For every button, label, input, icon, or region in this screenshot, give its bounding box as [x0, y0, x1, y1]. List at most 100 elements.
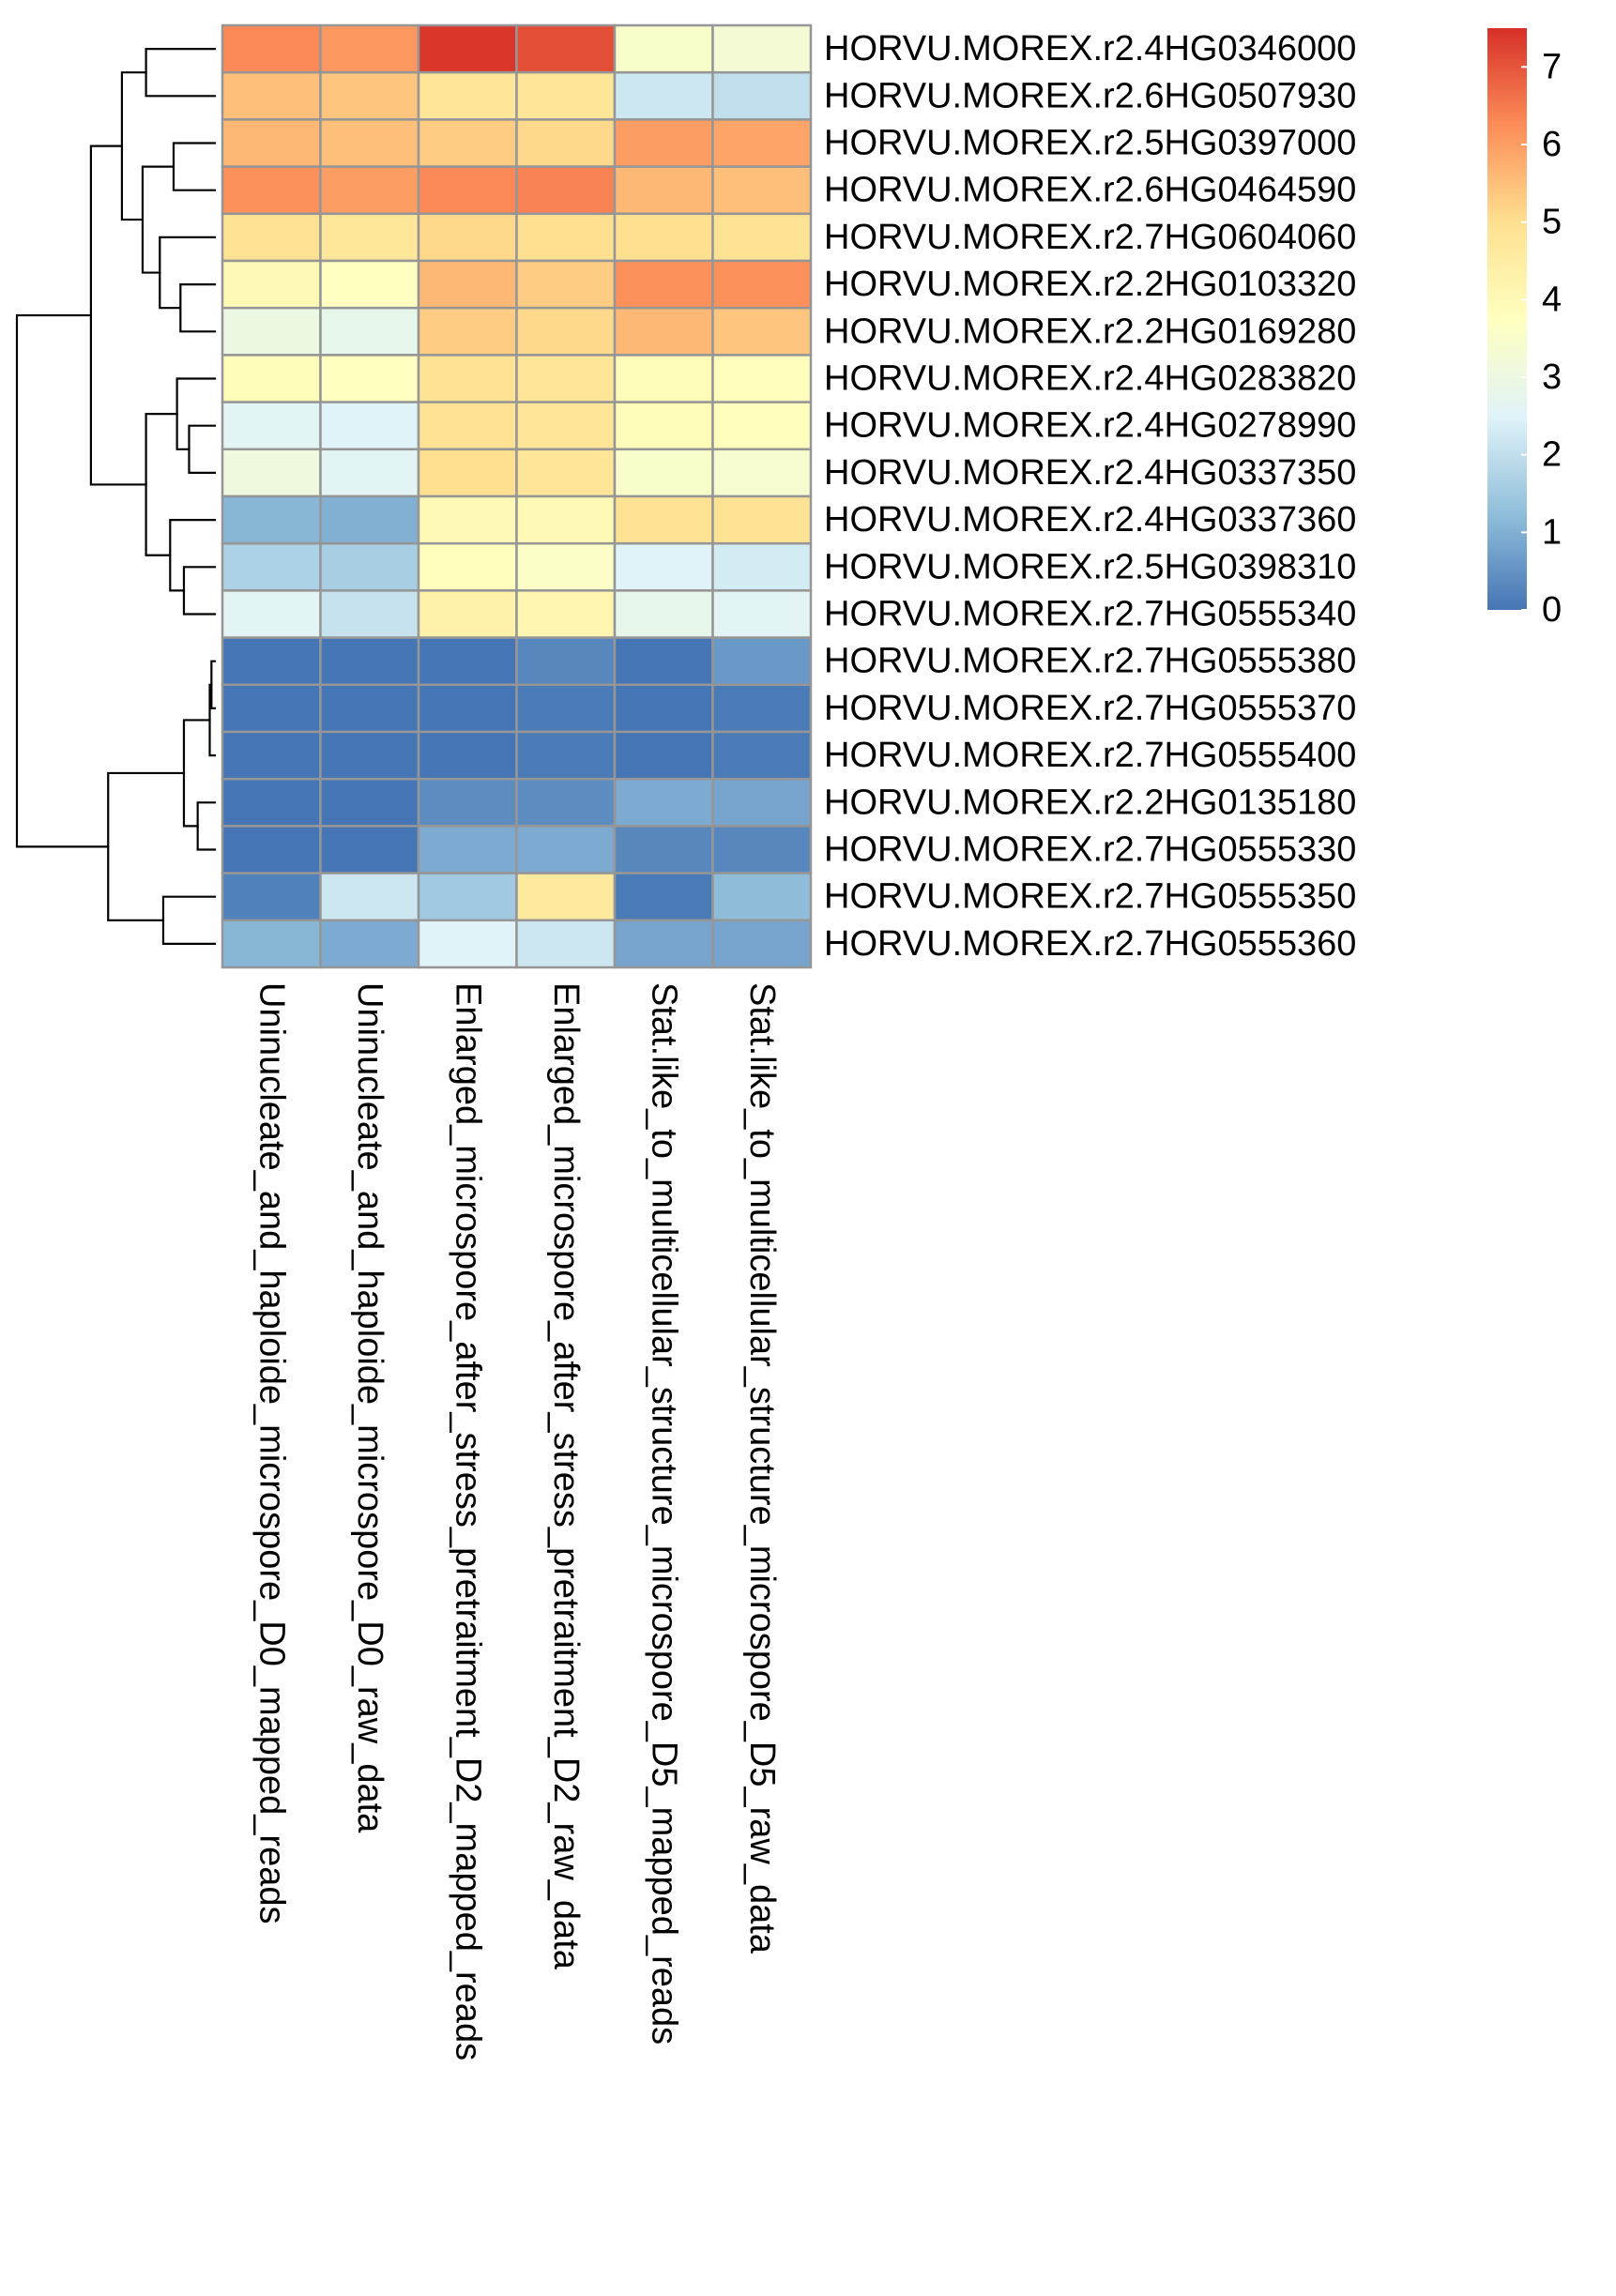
heatmap-cell [221, 777, 322, 828]
heatmap-cell [417, 212, 518, 263]
heatmap-cell [221, 23, 322, 74]
heatmap-cell [221, 165, 322, 216]
heatmap-cell [711, 636, 813, 687]
heatmap-cell [221, 306, 322, 357]
row-label: HORVU.MOREX.r2.7HG0555370 [824, 689, 1356, 728]
legend-tick-label: 2 [1542, 435, 1562, 475]
row-label: HORVU.MOREX.r2.7HG0555360 [824, 924, 1356, 964]
heatmap-cell [515, 354, 617, 403]
heatmap-cell [319, 589, 420, 639]
row-label: HORVU.MOREX.r2.6HG0507930 [824, 76, 1356, 115]
heatmap-cell [221, 541, 322, 592]
heatmap-cell [417, 494, 518, 545]
legend-tick-label: 1 [1542, 512, 1562, 552]
heatmap-cell [711, 23, 813, 74]
heatmap-cell [613, 636, 714, 687]
heatmap-cell [515, 730, 617, 781]
column-label: Uninucleate_and_haploide_microspore_D0_m… [252, 982, 291, 1923]
row-label: HORVU.MOREX.r2.4HG0283820 [824, 359, 1356, 399]
row-label: HORVU.MOREX.r2.7HG0555340 [824, 595, 1356, 634]
heatmap-cell [515, 448, 617, 498]
dendrogram-branch [188, 424, 217, 474]
heatmap-cell [417, 354, 518, 403]
heatmap-cell [711, 919, 813, 969]
row-label: HORVU.MOREX.r2.7HG0555380 [824, 642, 1356, 681]
heatmap-cell [221, 636, 322, 687]
row-label: HORVU.MOREX.r2.2HG0169280 [824, 312, 1356, 351]
dendrogram-branch [141, 165, 175, 274]
heatmap-cell [417, 306, 518, 357]
dendrogram-branch [107, 771, 186, 921]
heatmap-cell [319, 118, 420, 168]
column-labels: Uninucleate_and_haploide_microspore_D0_m… [252, 982, 782, 2060]
heatmap-cell [221, 589, 322, 639]
heatmap-cell [711, 354, 813, 403]
heatmap-cell [319, 872, 420, 922]
row-label: HORVU.MOREX.r2.5HG0398310 [824, 547, 1356, 586]
heatmap-cell [417, 636, 518, 687]
heatmap-cell [613, 589, 714, 639]
dendrogram-branch [145, 48, 217, 98]
heatmap-cell [711, 70, 813, 121]
row-label: HORVU.MOREX.r2.2HG0135180 [824, 783, 1356, 822]
heatmap-cell [711, 494, 813, 545]
legend-tick-label: 5 [1542, 203, 1562, 242]
column-label: Stat.like_to_multicellular_structure_mic… [742, 982, 782, 1954]
row-label: HORVU.MOREX.r2.4HG0346000 [824, 29, 1356, 68]
row-label: HORVU.MOREX.r2.2HG0103320 [824, 265, 1356, 304]
heatmap-cell [613, 165, 714, 216]
heatmap-cell [515, 165, 617, 216]
heatmap-cell [221, 919, 322, 969]
dendrogram-branch [15, 313, 110, 848]
heatmap-cell [417, 401, 518, 451]
heatmap-cell [613, 23, 714, 74]
heatmap-cell [221, 872, 322, 922]
heatmap-cells [221, 23, 813, 969]
heatmap-cell [613, 919, 714, 969]
heatmap-cell [319, 23, 420, 74]
heatmap-cell [711, 825, 813, 874]
dendrogram-branch [89, 144, 147, 486]
heatmap-cell [221, 70, 322, 121]
heatmap-cell [711, 777, 813, 828]
heatmap-cell [319, 494, 420, 545]
heatmap-cell [613, 401, 714, 451]
heatmap-cell [515, 919, 617, 969]
heatmap-cell [613, 212, 714, 263]
row-label: HORVU.MOREX.r2.7HG0604060 [824, 218, 1356, 257]
heatmap-cell [417, 683, 518, 734]
dendrogram-branch [179, 283, 217, 333]
heatmap-cell [417, 23, 518, 74]
heatmap-cell [711, 730, 813, 781]
heatmap-cell [319, 730, 420, 781]
heatmap-cell [319, 401, 420, 451]
heatmap-cell [515, 70, 617, 121]
heatmap-cell [221, 683, 322, 734]
row-label: HORVU.MOREX.r2.6HG0464590 [824, 171, 1356, 210]
heatmap-cell [711, 401, 813, 451]
dendrogram-branch [172, 142, 217, 191]
color-legend: 0 1 2 3 4 5 6 7 [1487, 28, 1562, 630]
dendrogram-branch [161, 895, 217, 945]
heatmap-cell [613, 777, 714, 828]
row-label: HORVU.MOREX.r2.7HG0555400 [824, 736, 1356, 775]
heatmap-cell [319, 683, 420, 734]
column-label: Stat.like_to_multicellular_structure_mic… [644, 982, 683, 2045]
heatmap-cell [221, 401, 322, 451]
heatmap-cell [417, 589, 518, 639]
heatmap-cell [515, 872, 617, 922]
heatmap-cell [221, 825, 322, 874]
heatmap-cell [515, 683, 617, 734]
row-label: HORVU.MOREX.r2.4HG0337360 [824, 500, 1356, 540]
heatmap-cell [613, 70, 714, 121]
heatmap-cell [319, 636, 420, 687]
heatmap-cell [221, 730, 322, 781]
heatmap-cell [515, 259, 617, 310]
heatmap-cell [711, 259, 813, 310]
heatmap-cell [417, 118, 518, 168]
heatmap-cell [613, 354, 714, 403]
column-label: Uninucleate_and_haploide_microspore_D0_r… [350, 982, 389, 1833]
heatmap-cell [613, 683, 714, 734]
heatmap-cell [319, 70, 420, 121]
